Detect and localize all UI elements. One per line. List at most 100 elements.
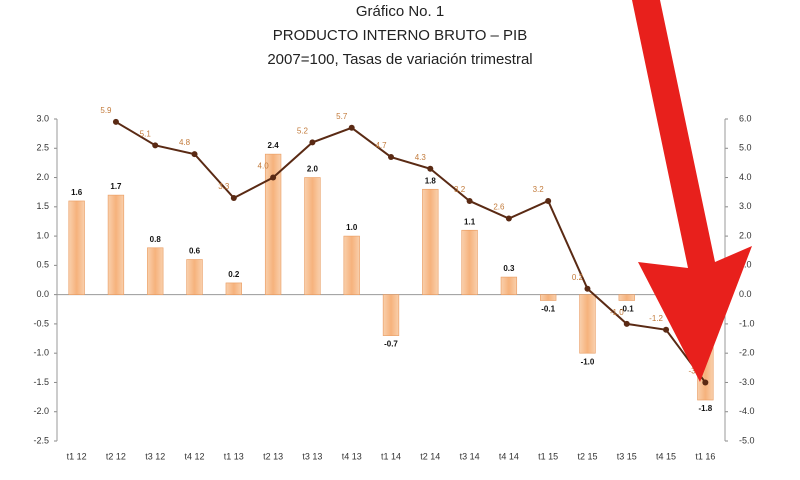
line-label: -1.0 <box>610 308 624 317</box>
y2-tick-label: 0.0 <box>739 289 752 299</box>
bar <box>343 235 360 295</box>
bar <box>579 294 596 354</box>
y-tick-label: -1.5 <box>33 377 49 387</box>
x-tick-label: t1 15 <box>538 451 558 461</box>
bar-label: 0.8 <box>150 235 162 244</box>
line-marker <box>270 174 277 181</box>
y-tick-label: -2.5 <box>33 435 49 445</box>
y2-tick-label: 6.0 <box>739 113 752 123</box>
line-marker <box>584 285 591 292</box>
bar-label: 1.7 <box>110 182 122 191</box>
line-marker <box>663 326 670 333</box>
line-label: 5.2 <box>297 127 309 136</box>
x-tick-label: t2 13 <box>263 451 283 461</box>
y2-tick-label: 2.0 <box>739 230 752 240</box>
x-tick-label: t3 15 <box>617 451 637 461</box>
line-marker <box>623 320 630 327</box>
line-marker <box>191 151 198 158</box>
line-label: 4.7 <box>375 141 387 150</box>
y-tick-label: -2.0 <box>33 406 49 416</box>
y2-tick-label: -3.0 <box>739 377 755 387</box>
y2-tick-label: 5.0 <box>739 143 752 153</box>
line-label: -1.2 <box>649 314 663 323</box>
bar-label: 2.4 <box>268 141 280 150</box>
bar-label: 0.6 <box>189 247 201 256</box>
y-tick-label: -0.5 <box>33 318 49 328</box>
x-tick-label: t2 15 <box>577 451 597 461</box>
bar-label: -0.1 <box>541 305 555 314</box>
x-tick-label: t1 13 <box>224 451 244 461</box>
bar-label: 1.1 <box>464 217 476 226</box>
y2-tick-label: -5.0 <box>739 435 755 445</box>
line-marker <box>545 197 552 204</box>
bar <box>225 282 242 295</box>
bar <box>304 177 321 295</box>
bar-label: 1.8 <box>425 176 437 185</box>
bar-label: 1.0 <box>346 223 358 232</box>
line-marker <box>112 118 119 125</box>
bar <box>422 188 439 295</box>
x-tick-label: t4 12 <box>185 451 205 461</box>
bar <box>618 294 635 301</box>
x-tick-label: t2 14 <box>420 451 440 461</box>
plot: -2.5 -2.0 -1.5 -1.0 -0.5 0.0 0.5 1.0 1.5 2.0 2.5 3.… <box>33 106 754 461</box>
y-tick-label: -1.0 <box>33 348 49 358</box>
y2-tick-label: -2.0 <box>739 348 755 358</box>
y-tick-label: 3.0 <box>36 113 49 123</box>
line-marker <box>152 142 159 149</box>
x-tick-label: t3 12 <box>145 451 165 461</box>
line-label: 0.2 <box>572 273 584 282</box>
line-label: 5.1 <box>140 129 152 138</box>
bar-label: 0.3 <box>503 264 515 273</box>
x-tick-label: t4 15 <box>656 451 676 461</box>
line-marker <box>466 197 473 204</box>
x-tick-label: t4 14 <box>499 451 519 461</box>
y2-tick-label: 4.0 <box>739 172 752 182</box>
bar-label: -0.1 <box>620 305 634 314</box>
x-tick-label: t3 14 <box>460 451 480 461</box>
line-label: 3.3 <box>218 182 230 191</box>
line-marker <box>702 379 709 386</box>
bar <box>540 294 557 301</box>
y-tick-label: 1.5 <box>36 201 49 211</box>
x-tick-label: t1 16 <box>695 451 715 461</box>
line-marker <box>505 215 512 222</box>
line-label: 2.6 <box>493 203 505 212</box>
line-marker <box>230 195 237 202</box>
line-label: 3.2 <box>454 185 466 194</box>
y2-tick-label: -1.0 <box>739 318 755 328</box>
y2-tick-label: 3.0 <box>739 201 752 211</box>
bar <box>68 200 85 295</box>
chart-title: Gráfico No. 1 <box>356 3 444 20</box>
bar <box>186 259 203 295</box>
y-tick-label: 2.5 <box>36 143 49 153</box>
x-tick-label: t3 13 <box>302 451 322 461</box>
y-tick-label: 0.0 <box>36 289 49 299</box>
x-tick-label: t1 14 <box>381 451 401 461</box>
bar-label: 2.0 <box>307 165 319 174</box>
x-tick-label: t2 12 <box>106 451 126 461</box>
line-marker <box>309 139 316 146</box>
line-label: 4.3 <box>415 153 427 162</box>
line-label: 4.8 <box>179 138 191 147</box>
y-tick-label: 2.0 <box>36 172 49 182</box>
bar <box>107 194 125 295</box>
line-label: 5.9 <box>100 106 112 115</box>
bar <box>500 276 518 295</box>
line-label: 4.0 <box>258 162 270 171</box>
red-arrow <box>632 0 752 382</box>
chart-subtitle: 2007=100, Tasas de variación trimestral <box>267 51 532 68</box>
y2-tick-label: 1.0 <box>739 260 752 270</box>
line-label: 3.2 <box>533 185 545 194</box>
x-tick-label: t1 12 <box>67 451 87 461</box>
line-marker <box>348 124 355 131</box>
bar-label: -1.8 <box>698 404 712 413</box>
line-marker <box>388 154 394 161</box>
y2-tick-label: -4.0 <box>739 406 755 416</box>
bar <box>264 153 282 295</box>
bar <box>382 294 400 336</box>
bar-label: 0.2 <box>228 270 240 279</box>
line-label: 5.7 <box>336 112 348 121</box>
x-tick-label: t4 13 <box>342 451 362 461</box>
